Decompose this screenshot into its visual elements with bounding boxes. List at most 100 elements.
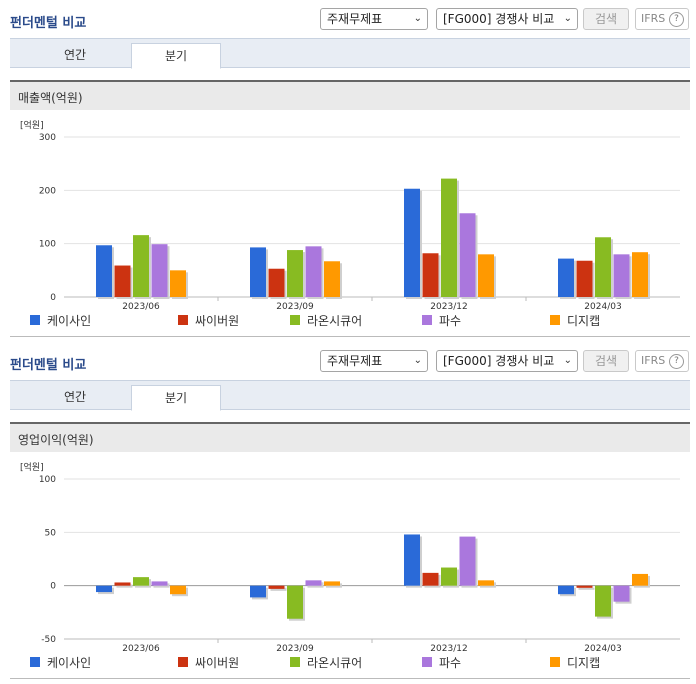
chart-title: 매출액(억원) (18, 91, 83, 105)
chevron-down-icon: ⌄ (413, 13, 422, 24)
y-tick-label: -50 (41, 635, 56, 645)
bar (576, 585, 593, 588)
divider (10, 336, 690, 337)
statement-select-value: 주재무제표 (327, 354, 383, 368)
help-icon[interactable]: ? (669, 12, 684, 27)
legend-label: 싸이버원 (195, 314, 240, 328)
panel-header: 펀더멘털 비교 주재무제표 ⌄ [FG000] 경쟁사 비교 ⌄ 검색 IFRS… (0, 342, 696, 376)
legend-swatch (550, 315, 560, 325)
chart-title: 영업이익(억원) (18, 433, 94, 447)
search-button[interactable]: 검색 (583, 8, 629, 30)
bar (133, 235, 149, 297)
legend-label: 라온시큐어 (307, 656, 363, 670)
y-tick-label: 200 (39, 186, 56, 196)
bar (250, 247, 266, 297)
bar (170, 585, 186, 595)
ifrs-label: IFRS (641, 12, 666, 25)
bar (151, 581, 168, 586)
chart-title-bar: 영업이익(억원) (10, 422, 690, 452)
ifrs-button[interactable]: IFRS ? (635, 8, 689, 30)
y-tick-label: 50 (45, 528, 57, 538)
y-unit-label: [억원] (20, 121, 44, 131)
legend-swatch (290, 657, 300, 667)
y-unit-label: [억원] (20, 463, 44, 473)
statement-select[interactable]: 주재무제표 ⌄ (320, 8, 428, 30)
x-tick-label: 2023/06 (122, 302, 160, 312)
period-tabs: 연간 분기 (10, 380, 690, 411)
bar (151, 244, 168, 297)
bar (422, 572, 439, 586)
bar (133, 577, 149, 586)
bar (305, 246, 322, 297)
compare-select[interactable]: [FG000] 경쟁사 비교 ⌄ (436, 8, 578, 30)
x-tick-label: 2023/09 (276, 302, 314, 312)
bar (96, 245, 112, 297)
fundamental-panel-2: 펀더멘털 비교 주재무제표 ⌄ [FG000] 경쟁사 비교 ⌄ 검색 IFRS… (0, 342, 696, 684)
bar (170, 270, 186, 297)
help-icon[interactable]: ? (669, 354, 684, 369)
x-tick-label: 2024/03 (584, 644, 621, 654)
bar (114, 582, 131, 586)
bar (324, 581, 340, 586)
search-button[interactable]: 검색 (583, 350, 629, 372)
bar-shadow (116, 584, 133, 588)
bar (558, 585, 574, 595)
tab-quarterly[interactable]: 분기 (131, 385, 221, 411)
bar-shadow (578, 587, 595, 590)
x-tick-label: 2024/03 (584, 302, 621, 312)
bar (324, 261, 340, 297)
period-tabs: 연간 분기 (10, 38, 690, 69)
chevron-down-icon: ⌄ (413, 355, 422, 366)
legend-label: 파수 (439, 314, 462, 328)
legend-swatch (178, 657, 188, 667)
tab-annual[interactable]: 연간 (63, 48, 87, 62)
ifrs-button[interactable]: IFRS ? (635, 350, 689, 372)
legend-label: 라온시큐어 (307, 314, 363, 328)
x-tick-label: 2023/12 (430, 644, 467, 654)
legend-label: 싸이버원 (195, 656, 240, 670)
y-tick-label: 300 (39, 133, 56, 143)
legend-swatch (178, 315, 188, 325)
bar (441, 567, 457, 586)
bar (441, 178, 457, 297)
bar (459, 536, 476, 586)
panel-title: 펀더멘털 비교 (10, 358, 87, 373)
legend-label: 파수 (439, 656, 462, 670)
legend-swatch (422, 657, 432, 667)
bar (632, 573, 648, 586)
chevron-down-icon: ⌄ (563, 13, 572, 24)
bar (478, 580, 494, 586)
x-tick-label: 2023/12 (430, 302, 467, 312)
revenue-bar-chart: 0 100 200 300 2023/06 2023/09 2023/12 2024/03 (39, 133, 680, 312)
statement-select[interactable]: 주재무제표 ⌄ (320, 350, 428, 372)
bar (478, 254, 494, 297)
compare-select[interactable]: [FG000] 경쟁사 비교 ⌄ (436, 350, 578, 372)
y-tick-label: 0 (50, 293, 56, 303)
compare-select-value: [FG000] 경쟁사 비교 (443, 12, 555, 26)
divider (10, 678, 690, 679)
bar (558, 258, 574, 297)
bar-shadow (270, 587, 287, 591)
tab-annual[interactable]: 연간 (63, 390, 87, 404)
y-tick-label: 100 (39, 475, 56, 485)
bar (268, 585, 285, 589)
compare-select-value: [FG000] 경쟁사 비교 (443, 354, 555, 368)
bar (305, 580, 322, 586)
bar (613, 585, 630, 602)
legend-label: 디지캡 (567, 656, 601, 670)
x-tick-label: 2023/06 (122, 644, 160, 654)
legend-label: 케이사인 (47, 656, 92, 670)
panel-header: 펀더멘털 비교 주재무제표 ⌄ [FG000] 경쟁사 비교 ⌄ 검색 IFRS… (0, 0, 696, 34)
bar (422, 253, 439, 297)
bar (404, 534, 420, 586)
legend-label: 케이사인 (47, 314, 92, 328)
x-tick-label: 2023/09 (276, 644, 314, 654)
fundamental-panel-1: 펀더멘털 비교 주재무제표 ⌄ [FG000] 경쟁사 비교 ⌄ 검색 IFRS… (0, 0, 696, 337)
legend-swatch (550, 657, 560, 667)
bar (613, 254, 630, 297)
y-tick-label: 0 (50, 582, 56, 592)
bar (595, 585, 611, 617)
bar (287, 585, 303, 619)
tab-quarterly[interactable]: 분기 (131, 43, 221, 69)
legend-swatch (422, 315, 432, 325)
